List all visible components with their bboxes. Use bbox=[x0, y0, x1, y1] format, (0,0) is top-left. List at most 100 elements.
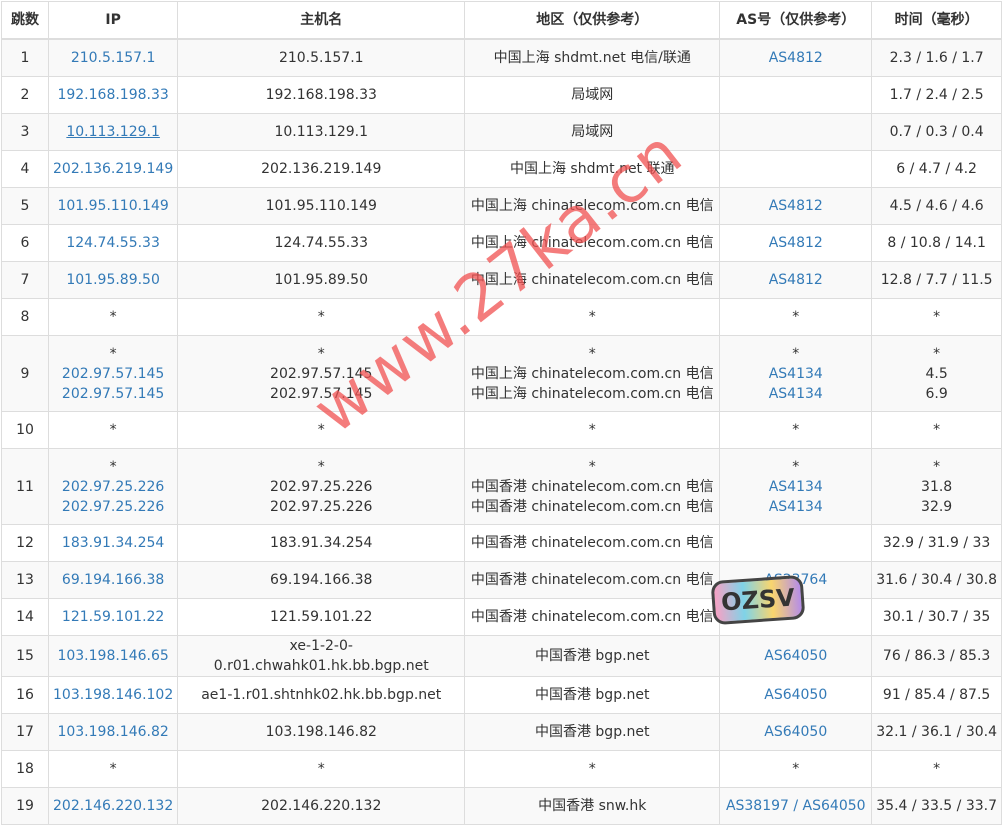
region-cell: 中国香港 bgp.net bbox=[464, 635, 721, 677]
time-text: * bbox=[933, 458, 941, 475]
host-text: 192.168.198.33 bbox=[265, 87, 377, 103]
hop-text: 18 bbox=[16, 761, 34, 777]
ip-link[interactable]: 103.198.146.102 bbox=[53, 687, 174, 703]
time-cell: 30.1 / 30.7 / 35 bbox=[871, 598, 1002, 636]
region-text: 中国香港 chinatelecom.com.cn 电信 bbox=[470, 535, 714, 551]
as-link[interactable]: AS4134 bbox=[768, 365, 823, 382]
ip-text: * bbox=[109, 458, 117, 475]
region-text: 中国上海 chinatelecom.com.cn 电信 bbox=[470, 385, 714, 402]
hop-text: 9 bbox=[20, 365, 30, 382]
region-cell: * 中国上海 chinatelecom.com.cn 电信 中国上海 chinate… bbox=[464, 335, 721, 412]
host-text: 124.74.55.33 bbox=[274, 235, 368, 251]
ip-link[interactable]: 101.95.89.50 bbox=[66, 272, 160, 288]
time-cell: 2.3 / 1.6 / 1.7 bbox=[871, 38, 1002, 77]
ip-link[interactable]: 202.97.25.226 bbox=[61, 498, 165, 515]
table-row: 14 121.59.101.22 121.59.101.22 中国香港 chinate… bbox=[1, 598, 1002, 636]
ip-link[interactable]: 10.113.129.1 bbox=[66, 124, 160, 140]
ip-text: * bbox=[109, 345, 117, 362]
time-text: 8 / 10.8 / 14.1 bbox=[887, 235, 986, 251]
region-cell: 局域网 bbox=[464, 113, 721, 151]
time-cell: 32.1 / 36.1 / 30.4 bbox=[871, 713, 1002, 751]
as-link[interactable]: AS4134 bbox=[768, 478, 823, 495]
time-cell: * bbox=[871, 411, 1002, 449]
as-link[interactable]: AS4812 bbox=[768, 50, 823, 66]
as-link[interactable]: AS64050 bbox=[764, 648, 828, 664]
region-text: 中国上海 chinatelecom.com.cn 电信 bbox=[470, 198, 714, 214]
as-link[interactable]: AS4812 bbox=[768, 198, 823, 214]
region-text: 中国香港 chinatelecom.com.cn 电信 bbox=[470, 498, 714, 515]
ip-link[interactable]: 103.198.146.82 bbox=[57, 724, 169, 740]
host-cell: 202.146.220.132 bbox=[177, 787, 466, 825]
ip-link[interactable]: 202.97.57.145 bbox=[61, 365, 165, 382]
host-cell: * bbox=[177, 750, 466, 788]
ip-link[interactable]: 121.59.101.22 bbox=[61, 609, 165, 625]
ip-link[interactable]: 124.74.55.33 bbox=[66, 235, 160, 251]
table-row: 8 * * * * * bbox=[1, 298, 1002, 336]
as-cell bbox=[719, 76, 873, 114]
ip-link[interactable]: 202.97.25.226 bbox=[61, 478, 165, 495]
host-text: ae1-1.r01.shtnhk02.hk.bb.bgp.net bbox=[201, 687, 442, 703]
ip-link[interactable]: 103.198.146.65 bbox=[57, 648, 169, 664]
hop-cell: 12 bbox=[1, 524, 49, 562]
ip-link[interactable]: 192.168.198.33 bbox=[57, 87, 169, 103]
table-row: 19 202.146.220.132 202.146.220.132 中国香港 snw… bbox=[1, 787, 1002, 825]
time-text: 32.1 / 36.1 / 30.4 bbox=[876, 724, 997, 740]
ip-link[interactable]: 202.97.57.145 bbox=[61, 385, 165, 402]
region-text: * bbox=[588, 458, 596, 475]
ip-cell: 101.95.110.149 bbox=[47, 187, 179, 225]
hop-text: 4 bbox=[20, 161, 30, 177]
host-cell: 183.91.34.254 bbox=[177, 524, 466, 562]
ip-cell: 103.198.146.65 bbox=[47, 635, 179, 677]
ip-link[interactable]: 202.146.220.132 bbox=[53, 798, 174, 814]
time-text: 32.9 bbox=[921, 498, 953, 515]
ip-cell: 103.198.146.102 bbox=[47, 676, 179, 714]
as-link[interactable]: AS64050 bbox=[764, 724, 828, 740]
ip-text: * bbox=[109, 761, 117, 777]
ip-link[interactable]: 101.95.110.149 bbox=[57, 198, 169, 214]
table-row: 17 103.198.146.82 103.198.146.82 中国香港 bgp.n… bbox=[1, 713, 1002, 751]
ip-cell: 202.136.219.149 bbox=[47, 150, 179, 188]
ip-link[interactable]: 69.194.166.38 bbox=[61, 572, 165, 588]
ip-link[interactable]: 183.91.34.254 bbox=[61, 535, 165, 551]
region-cell: 中国香港 bgp.net bbox=[464, 676, 721, 714]
as-link[interactable]: AS4812 bbox=[768, 272, 823, 288]
as-text: * bbox=[792, 422, 800, 438]
hop-text: 7 bbox=[20, 272, 30, 288]
as-cell: * bbox=[719, 750, 873, 788]
ip-cell: 10.113.129.1 bbox=[47, 113, 179, 151]
host-text: * bbox=[317, 345, 325, 362]
hop-text: 10 bbox=[16, 422, 34, 438]
ip-cell: 69.194.166.38 bbox=[47, 561, 179, 599]
region-text: 中国香港 bgp.net bbox=[534, 648, 650, 664]
as-link[interactable]: AS4134 bbox=[768, 498, 823, 515]
header-row: 跳数 IP 主机名 地区（仅供参考） AS号（仅供参考） 时间（毫秒） bbox=[1, 1, 1002, 40]
table-row: 7 101.95.89.50 101.95.89.50 中国上海 chinatelec… bbox=[1, 261, 1002, 299]
region-text: * bbox=[588, 761, 596, 777]
region-cell: * bbox=[464, 298, 721, 336]
time-cell: 0.7 / 0.3 / 0.4 bbox=[871, 113, 1002, 151]
region-cell: * bbox=[464, 411, 721, 449]
host-text: 202.146.220.132 bbox=[261, 798, 382, 814]
time-text: * bbox=[933, 422, 941, 438]
host-cell: 121.59.101.22 bbox=[177, 598, 466, 636]
table-row: 5 101.95.110.149 101.95.110.149 中国上海 chinat… bbox=[1, 187, 1002, 225]
table-row: 12 183.91.34.254 183.91.34.254 中国香港 chinate… bbox=[1, 524, 1002, 562]
time-cell: * 31.8 32.9 bbox=[871, 448, 1002, 525]
ip-cell: 192.168.198.33 bbox=[47, 76, 179, 114]
ip-cell: * 202.97.25.226 202.97.25.226 bbox=[47, 448, 179, 525]
as-link[interactable]: AS4134 bbox=[768, 385, 823, 402]
as-cell bbox=[719, 113, 873, 151]
as-link[interactable]: AS4812 bbox=[768, 235, 823, 251]
ip-cell: 210.5.157.1 bbox=[47, 38, 179, 77]
ip-link[interactable]: 202.136.219.149 bbox=[53, 161, 174, 177]
hop-text: 8 bbox=[20, 309, 30, 325]
hop-cell: 10 bbox=[1, 411, 49, 449]
hop-cell: 5 bbox=[1, 187, 49, 225]
hop-cell: 6 bbox=[1, 224, 49, 262]
as-link[interactable]: AS38197 / AS64050 bbox=[725, 798, 866, 814]
host-cell: 192.168.198.33 bbox=[177, 76, 466, 114]
table-row: 16 103.198.146.102 ae1-1.r01.shtnhk02.hk.b… bbox=[1, 676, 1002, 714]
host-text: 10.113.129.1 bbox=[274, 124, 368, 140]
as-link[interactable]: AS64050 bbox=[764, 687, 828, 703]
ip-link[interactable]: 210.5.157.1 bbox=[70, 50, 156, 66]
